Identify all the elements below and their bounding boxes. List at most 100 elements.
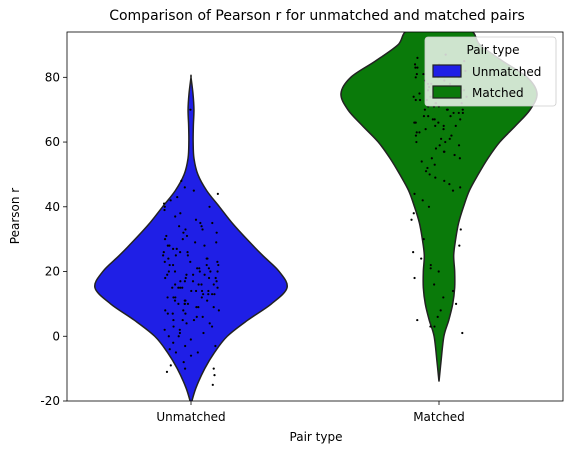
data-point-unmatched <box>163 205 166 208</box>
data-point-unmatched <box>203 244 206 247</box>
x-tick-label-unmatched: Unmatched <box>156 410 225 424</box>
data-point-matched <box>437 270 440 273</box>
data-point-unmatched <box>176 195 179 199</box>
data-point-unmatched <box>215 231 218 234</box>
data-point-unmatched <box>174 254 177 257</box>
legend-title: Pair type <box>467 43 520 57</box>
data-point-matched <box>416 318 419 322</box>
data-point-unmatched <box>207 276 211 280</box>
data-point-matched <box>427 115 430 118</box>
data-point-unmatched <box>210 325 214 328</box>
data-point-unmatched <box>172 296 175 299</box>
data-point-unmatched <box>211 383 214 386</box>
data-point-unmatched <box>212 283 215 286</box>
legend-entry-matched: Matched <box>472 86 524 100</box>
data-point-unmatched <box>194 289 198 293</box>
data-point-unmatched <box>216 192 219 195</box>
data-point-unmatched <box>173 299 177 302</box>
data-point-unmatched <box>189 108 192 111</box>
data-point-unmatched <box>165 370 169 373</box>
data-point-matched <box>430 157 433 160</box>
data-point-matched <box>445 108 449 111</box>
data-point-unmatched <box>184 228 187 231</box>
data-point-unmatched <box>217 309 220 312</box>
data-point-unmatched <box>166 244 169 247</box>
data-point-unmatched <box>180 179 183 182</box>
data-point-unmatched <box>167 257 170 260</box>
data-point-unmatched <box>168 348 171 351</box>
data-point-unmatched <box>211 293 214 296</box>
data-point-unmatched <box>192 189 195 192</box>
data-point-matched <box>442 296 445 299</box>
data-point-matched <box>420 160 423 163</box>
data-point-matched <box>452 111 455 115</box>
data-point-matched <box>448 183 451 186</box>
legend-swatch-unmatched <box>432 64 462 78</box>
data-point-matched <box>414 76 417 79</box>
strip-points-layer <box>162 53 468 386</box>
data-point-matched <box>448 137 451 140</box>
data-point-matched <box>429 325 432 328</box>
data-point-unmatched <box>182 361 185 364</box>
legend-entry-unmatched: Unmatched <box>472 65 541 79</box>
data-point-matched <box>433 163 436 166</box>
data-point-unmatched <box>184 312 187 315</box>
data-point-unmatched <box>183 280 186 283</box>
data-point-matched <box>459 118 462 121</box>
y-tick-label: 20 <box>45 265 60 279</box>
data-point-unmatched <box>162 254 165 257</box>
data-point-matched <box>434 124 437 127</box>
data-point-unmatched <box>185 234 189 238</box>
data-point-unmatched <box>183 186 186 189</box>
data-point-unmatched <box>217 263 220 267</box>
data-point-unmatched <box>197 283 200 286</box>
data-point-matched <box>418 98 422 102</box>
data-point-matched <box>421 199 424 202</box>
data-point-matched <box>413 63 417 66</box>
violin-unmatched <box>94 74 288 401</box>
data-point-matched <box>412 95 415 98</box>
data-point-matched <box>459 186 462 189</box>
data-point-matched <box>454 302 458 305</box>
data-point-unmatched <box>162 202 166 205</box>
data-point-unmatched <box>189 338 192 341</box>
data-point-matched <box>461 331 464 335</box>
violins-layer <box>94 32 538 401</box>
y-tick-label: 80 <box>45 70 60 84</box>
data-point-unmatched <box>172 318 175 322</box>
data-point-unmatched <box>186 254 189 257</box>
data-point-matched <box>414 66 417 69</box>
data-point-unmatched <box>207 293 210 296</box>
chart-title: Comparison of Pearson r for unmatched an… <box>109 8 525 24</box>
data-point-matched <box>461 111 464 115</box>
data-point-unmatched <box>191 280 195 283</box>
data-point-matched <box>422 238 425 241</box>
data-point-unmatched <box>182 231 185 234</box>
data-point-matched <box>440 137 443 140</box>
data-point-unmatched <box>195 306 198 309</box>
data-point-unmatched <box>177 302 180 305</box>
data-point-matched <box>443 150 446 153</box>
data-point-unmatched <box>201 228 204 231</box>
data-point-unmatched <box>186 251 189 254</box>
data-point-unmatched <box>174 296 177 299</box>
data-point-unmatched <box>208 322 211 325</box>
data-point-unmatched <box>198 270 201 273</box>
data-point-matched <box>451 289 455 293</box>
data-point-matched <box>422 72 425 76</box>
data-point-matched <box>426 166 429 170</box>
data-point-unmatched <box>200 225 203 228</box>
data-point-matched <box>443 179 446 182</box>
data-point-unmatched <box>205 263 208 267</box>
data-point-unmatched <box>213 374 216 377</box>
data-point-unmatched <box>167 335 170 338</box>
data-point-matched <box>439 309 442 312</box>
data-point-unmatched <box>206 299 209 302</box>
plot-frame <box>66 31 564 402</box>
data-point-unmatched <box>178 331 181 335</box>
data-point-unmatched <box>173 270 177 273</box>
data-point-unmatched <box>165 234 168 238</box>
x-axis: Unmatched Matched <box>156 401 465 424</box>
data-point-matched <box>442 124 445 127</box>
data-point-unmatched <box>197 306 200 309</box>
